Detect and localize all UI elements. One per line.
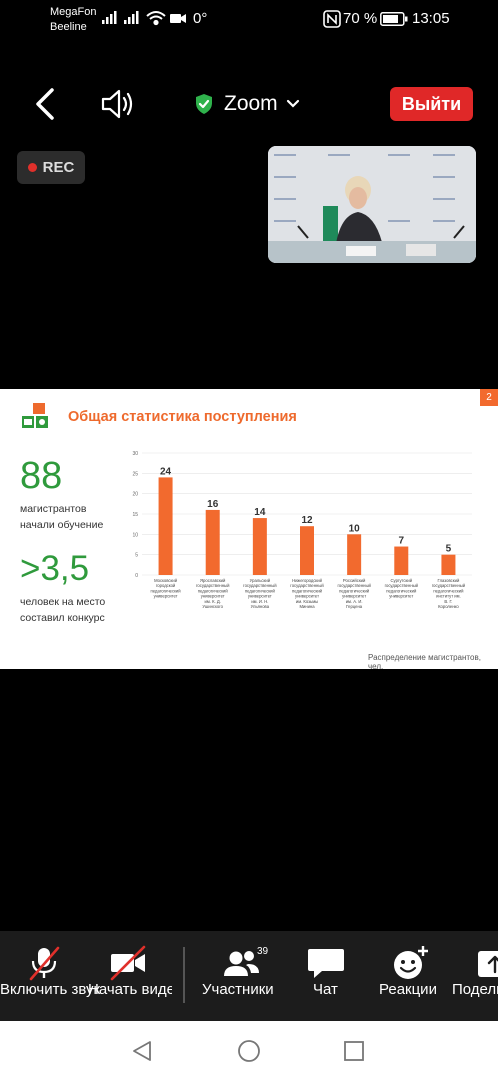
y-tick-label: 5	[135, 553, 138, 559]
stat-competition-caption-line2: составил конкурс	[20, 612, 105, 624]
toolbar-divider	[183, 947, 185, 1003]
android-navigation-bar	[0, 1021, 498, 1080]
participants-count-badge: 39	[257, 946, 269, 957]
bar-value-label: 5	[446, 544, 452, 555]
reactions-label: Реакции	[379, 981, 437, 998]
stat-enrolled-caption-line2: начали обучение	[20, 519, 104, 531]
battery-percent: 70 %	[343, 10, 378, 27]
x-category-label: Нижегородский государственный педагогическ…	[290, 578, 324, 609]
stat-competition-caption-line1: человек на место	[20, 596, 106, 608]
blocks-logo-icon	[22, 403, 48, 428]
share-label: Поделиться	[452, 981, 498, 998]
signal-icon-2	[124, 11, 139, 24]
speaker-video-image	[268, 146, 476, 263]
participants-icon	[224, 951, 259, 976]
rec-label: REC	[42, 159, 75, 176]
stat-enrolled-value: 88	[20, 455, 63, 497]
recording-badge[interactable]: REC	[17, 151, 85, 184]
stat-enrolled-caption: магистрантов начали обучение	[20, 501, 103, 533]
stat-enrolled-caption-line1: магистрантов	[20, 503, 87, 515]
backdrop-logo-pattern	[274, 154, 455, 222]
slide-number: 2	[480, 389, 498, 406]
y-tick-label: 10	[132, 532, 138, 538]
temperature: 0°	[193, 10, 208, 27]
x-category-label: Российский государственный педагогический у…	[337, 578, 371, 609]
y-tick-label: 30	[132, 451, 138, 457]
unmute-button[interactable]: Включить звук	[0, 931, 100, 1021]
back-arrow-icon[interactable]	[30, 86, 62, 122]
bar-value-label: 10	[349, 523, 361, 534]
meeting-title: Zoom	[224, 92, 278, 115]
bar	[205, 509, 220, 575]
stat-competition-value: >3,5	[20, 549, 90, 588]
wifi-icon	[146, 11, 166, 26]
meeting-toolbar: Включить звук Начать видео 39 Участники …	[0, 931, 498, 1021]
start-video-button[interactable]: Начать видео	[86, 931, 172, 1021]
carrier-names: MegaFon Beeline	[50, 5, 96, 35]
camera-status-icon	[170, 14, 186, 23]
bar-value-label: 7	[399, 536, 405, 547]
bar	[300, 526, 314, 575]
bar	[441, 554, 456, 575]
battery-icon	[380, 12, 408, 26]
y-tick-label: 20	[132, 492, 138, 498]
signal-wifi-icons	[102, 11, 186, 26]
participants-label: Участники	[202, 981, 274, 998]
chevron-down-icon	[286, 99, 299, 108]
share-button[interactable]: Поделиться	[452, 931, 498, 1021]
leave-button[interactable]: Выйти	[390, 87, 473, 121]
meeting-title-dropdown[interactable]: Zoom	[194, 90, 300, 118]
chat-label: Чат	[313, 981, 338, 998]
x-category-label: Московский городской педагогический универс…	[151, 578, 182, 599]
shield-check-icon	[196, 94, 212, 114]
chat-button[interactable]: Чат	[300, 931, 352, 1021]
bar-value-label: 12	[301, 515, 313, 526]
x-category-label: Глазовский государственный педагогический и…	[432, 578, 466, 609]
bar-value-label: 16	[207, 499, 219, 510]
participants-button[interactable]: 39 Участники	[198, 931, 286, 1021]
reactions-button[interactable]: Реакции	[376, 931, 446, 1021]
unmute-label: Включить звук	[0, 981, 101, 998]
bar	[158, 477, 173, 575]
x-category-label: Сургутский государственный педагогический у…	[385, 578, 419, 599]
nav-recents-icon[interactable]	[344, 1041, 364, 1061]
carrier-1: MegaFon	[50, 6, 97, 18]
signal-icon	[102, 11, 117, 24]
chat-bubble-icon	[308, 949, 344, 978]
slide-title: Общая статистика поступления	[68, 409, 297, 425]
carrier-2: Beeline	[50, 21, 87, 33]
bar-value-label: 24	[160, 466, 172, 477]
speaker-icon[interactable]	[100, 88, 136, 120]
bar	[347, 534, 362, 575]
share-screen-icon	[478, 951, 498, 977]
smiley-add-icon	[394, 946, 428, 979]
y-tick-label: 15	[132, 512, 138, 518]
participant-video-thumbnail[interactable]	[268, 146, 476, 263]
stat-competition-caption: человек на место составил конкурс	[20, 594, 105, 626]
chart-footnote: Распределение магистрантов, чел.	[368, 653, 481, 671]
video-camera-off-icon	[110, 945, 146, 981]
y-tick-label: 0	[135, 573, 138, 579]
nav-back-icon[interactable]	[131, 1040, 153, 1062]
clock: 13:05	[412, 10, 450, 27]
bar-value-label: 14	[254, 507, 266, 518]
shared-presentation-slide: 2 Общая статистика поступления 88 магист…	[0, 389, 498, 671]
bar	[252, 518, 267, 575]
x-category-label: Уральский государственный педагогический ун…	[243, 578, 277, 609]
bar	[394, 546, 409, 575]
students-distribution-bar-chart: 0 5 10 15 20 25 30 24 Московский городской педагог…	[132, 451, 472, 609]
record-dot-icon	[27, 163, 37, 172]
nfc-icon	[323, 10, 341, 28]
x-category-label: Ярославский государственный педагогический…	[196, 578, 230, 609]
nav-home-icon[interactable]	[237, 1039, 261, 1063]
microphone-muted-icon	[29, 946, 60, 981]
y-tick-label: 25	[132, 471, 138, 477]
start-video-label: Начать видео	[88, 981, 172, 998]
